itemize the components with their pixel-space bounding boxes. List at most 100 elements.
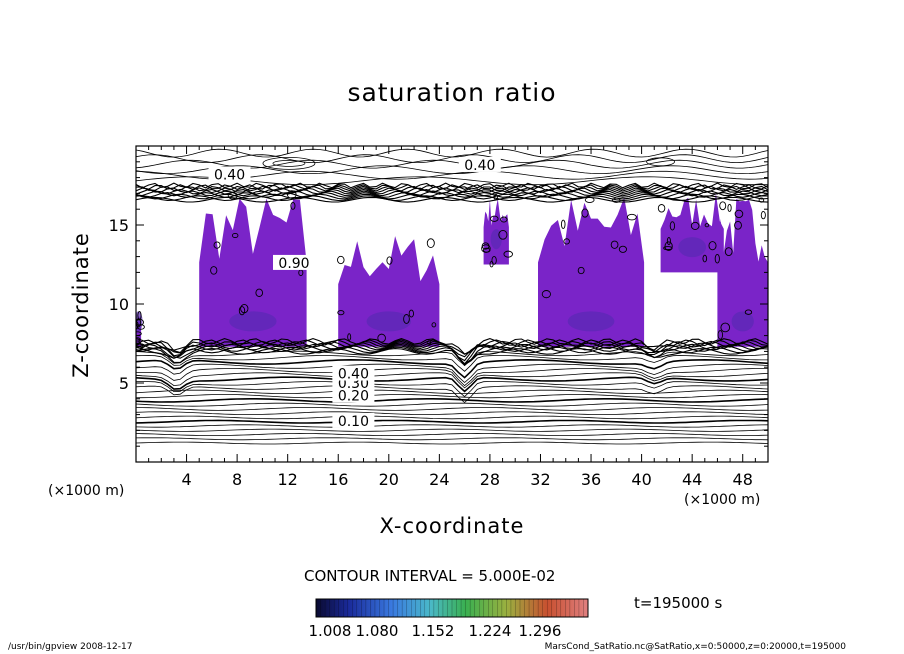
- x-unit-label: (×1000 m): [48, 483, 125, 499]
- contour-line: [720, 322, 731, 333]
- contour-line: [286, 190, 297, 199]
- supersaturated-core: [731, 311, 754, 332]
- colorbar-tick-label: 1.008: [309, 622, 352, 640]
- contour-line: [666, 236, 671, 246]
- contour-line: [136, 358, 768, 379]
- x-tick-label: 16: [328, 470, 348, 489]
- contour-line: [426, 340, 432, 345]
- contour-line: [702, 254, 708, 263]
- x-tick-label: 12: [278, 470, 298, 489]
- contour-line: [136, 192, 768, 198]
- contour-line: [136, 415, 768, 420]
- supersaturated-region: [660, 193, 724, 273]
- contour-line: [403, 314, 410, 324]
- footer-program: /usr/bin/gpview 2008-12-17: [8, 642, 133, 652]
- contour-line: [490, 215, 499, 222]
- contour-label-bg: [332, 365, 375, 381]
- contour-line: [136, 381, 768, 398]
- x-tick-label: 32: [530, 470, 550, 489]
- contour-line: [541, 290, 551, 299]
- contour-line: [717, 330, 724, 340]
- contour-line: [136, 432, 768, 436]
- contour-line: [498, 229, 508, 240]
- contour-line: [136, 428, 768, 432]
- contour-line: [272, 159, 306, 167]
- colorbar-tick-label: 1.152: [412, 622, 455, 640]
- contour-label: 0.40: [464, 158, 495, 174]
- contour-line: [238, 306, 246, 316]
- x-tick-label: 48: [733, 470, 753, 489]
- contour-label-bg: [208, 166, 251, 182]
- x-unit-label-secondary: (×1000 m): [684, 492, 761, 508]
- x-tick-label: 4: [181, 470, 191, 489]
- contour-line: [136, 148, 768, 158]
- contour-line: [493, 193, 498, 201]
- contour-line: [626, 213, 637, 221]
- x-tick-label: 8: [232, 470, 242, 489]
- contour-line: [136, 372, 768, 389]
- contour-line: [481, 244, 491, 253]
- contour-line: [563, 238, 570, 245]
- supersaturated-region: [717, 198, 768, 347]
- contour-line: [298, 269, 304, 277]
- contour-line: [136, 339, 768, 355]
- contour-line: [758, 197, 765, 203]
- contour-line: [136, 368, 768, 387]
- x-tick-label: 28: [480, 470, 500, 489]
- contour-line: [664, 241, 673, 252]
- contour-label: 0.40: [214, 167, 245, 183]
- contour-label: 0.20: [338, 389, 369, 405]
- contour-line: [136, 385, 768, 404]
- contour-line: [136, 348, 768, 365]
- contour-line: [657, 204, 666, 213]
- supersaturated-region: [338, 236, 440, 347]
- contour-line: [408, 309, 414, 318]
- contour-line: [136, 394, 768, 399]
- contour-line: [610, 240, 619, 249]
- contour-line: [431, 322, 437, 328]
- contour-line: [719, 201, 727, 211]
- supersaturated-core: [567, 311, 615, 332]
- contour-line: [426, 238, 435, 248]
- contour-line: [744, 309, 753, 315]
- contour-line: [136, 411, 768, 416]
- contour-interval-label: CONTOUR INTERVAL = 5.000E-02: [304, 567, 556, 585]
- contour-label: 0.10: [338, 414, 369, 430]
- contour-line: [136, 355, 768, 372]
- contour-line: [714, 253, 720, 264]
- contour-line: [136, 376, 768, 393]
- time-label: t=195000 s: [634, 594, 723, 612]
- supersaturated-core: [366, 311, 412, 332]
- contour-line: [136, 437, 768, 441]
- contour-line: [500, 216, 508, 223]
- contour-line: [734, 209, 744, 219]
- contour-line: [136, 182, 768, 189]
- x-tick-label: 44: [682, 470, 702, 489]
- contour-label-bg: [458, 156, 501, 172]
- contour-line: [503, 250, 513, 258]
- contour-line: [337, 255, 345, 265]
- contour-line: [210, 266, 218, 275]
- x-tick-label: 36: [581, 470, 601, 489]
- contour-line: [347, 333, 352, 341]
- contour-line: [704, 223, 710, 228]
- contour-line: [290, 202, 296, 210]
- contour-line: [213, 241, 221, 249]
- contour-line: [377, 333, 386, 343]
- contour-line: [708, 241, 717, 251]
- contour-label: 0.90: [278, 256, 309, 272]
- contour-line: [646, 157, 675, 167]
- chart-title: saturation ratio: [347, 78, 557, 107]
- y-tick-label: 15: [109, 216, 129, 235]
- contour-line: [734, 220, 742, 230]
- footer-source: MarsCond_SatRatio.nc@SatRatio,x=0:50000,…: [544, 642, 846, 652]
- contour-line: [612, 197, 621, 203]
- contour-line: [136, 363, 768, 384]
- contour-line: [136, 389, 768, 395]
- y-tick-label: 10: [109, 295, 129, 314]
- contour-line: [489, 261, 494, 268]
- contour-line: [491, 255, 497, 265]
- contour-line: [618, 245, 627, 253]
- contour-line: [581, 208, 589, 218]
